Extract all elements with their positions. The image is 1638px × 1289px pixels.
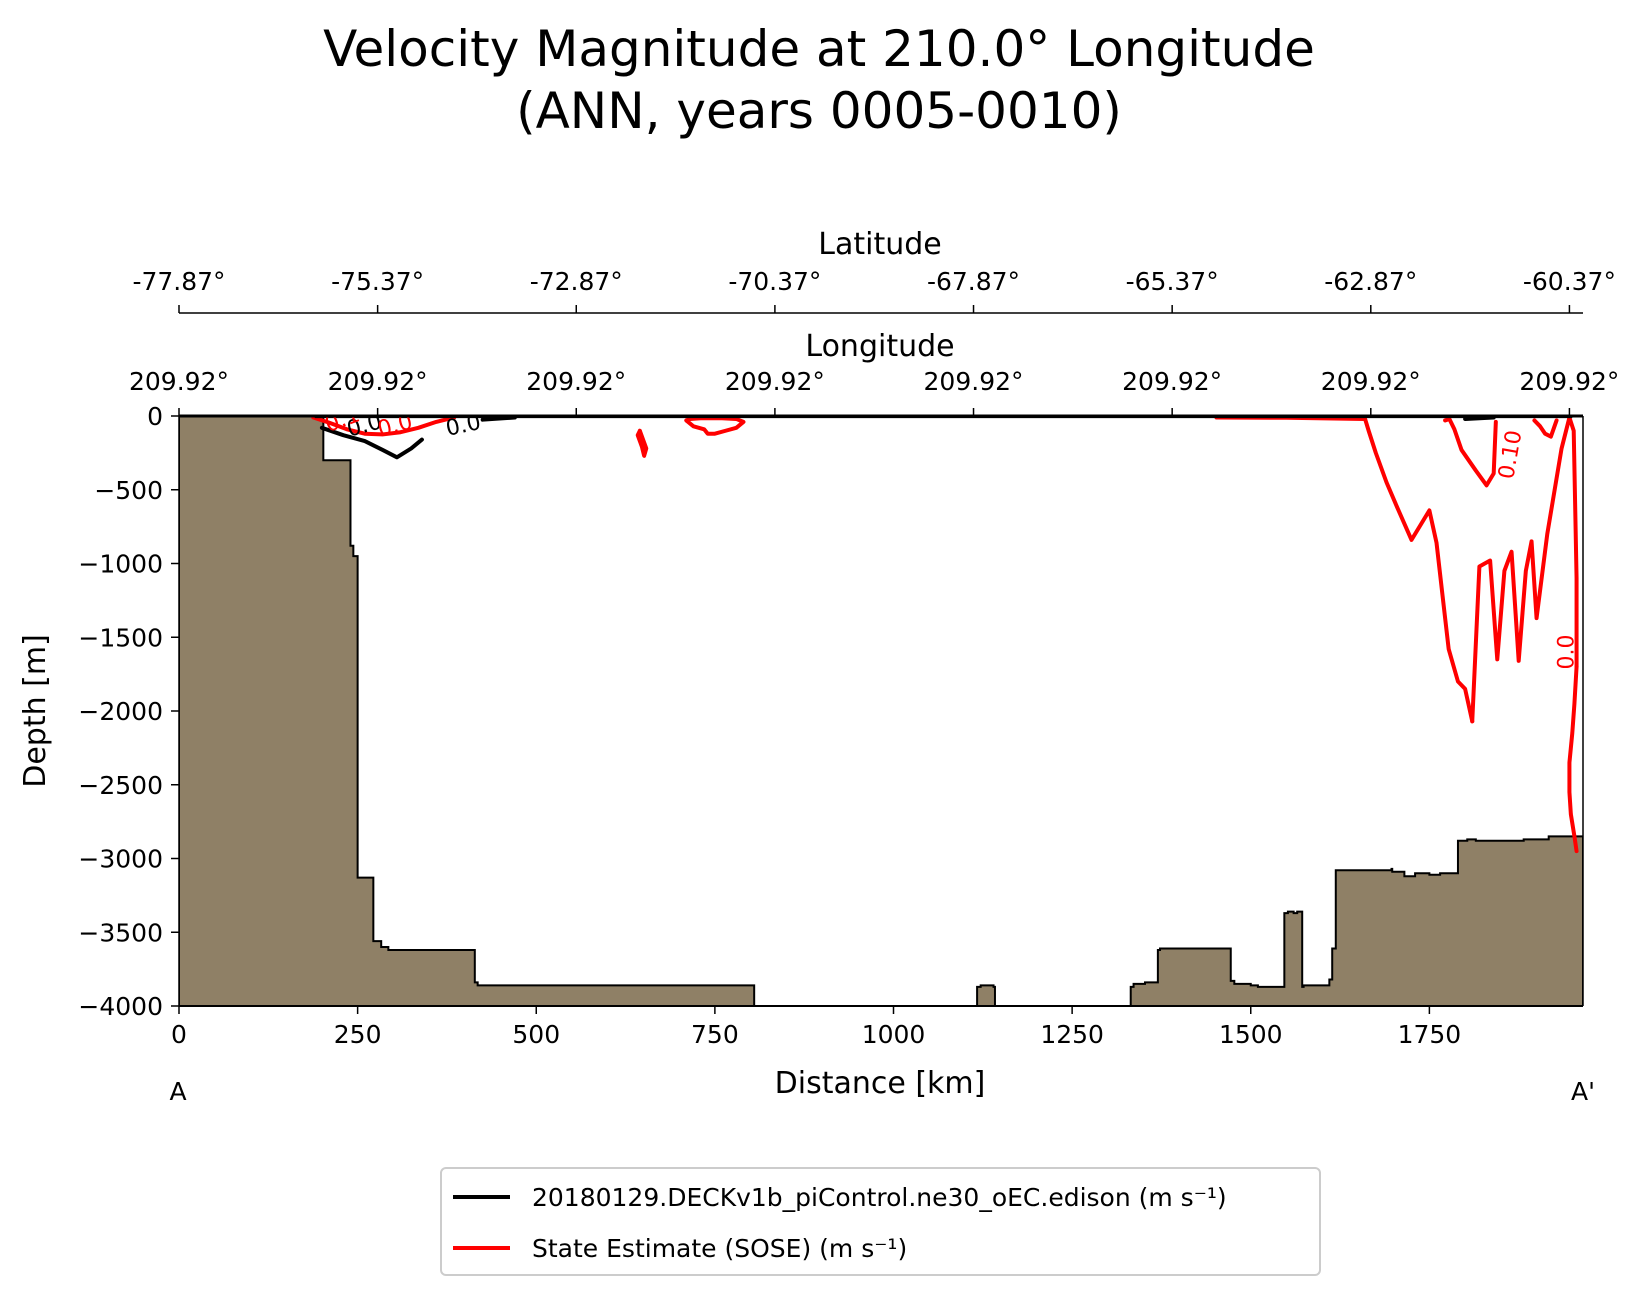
contour-label-5: 0.0 <box>1555 635 1580 670</box>
x-tick-label-3: 750 <box>691 1020 739 1049</box>
lon-tick-label-0: 209.92° <box>129 367 229 396</box>
y-tick-label-3: −1500 <box>78 623 163 652</box>
lon-tick-label-3: 209.92° <box>725 367 825 396</box>
section-start-label: A <box>169 1077 186 1106</box>
plot-area: 0.0 0.00.1 0.00.100.0 <box>179 409 1583 1006</box>
x-tick-label-4: 1000 <box>862 1020 926 1049</box>
contour-1-3 <box>1214 416 1475 724</box>
latitude-axis-label: Latitude <box>818 227 941 262</box>
lat-tick-label-5: -65.37° <box>1126 267 1219 296</box>
lon-tick-label-4: 209.92° <box>924 367 1024 396</box>
lon-tick-label-7: 209.92° <box>1519 367 1619 396</box>
chart-title-line1: Velocity Magnitude at 210.0° Longitude <box>323 20 1315 78</box>
lat-tick-label-6: -62.87° <box>1324 267 1417 296</box>
y-tick-label-5: −2500 <box>78 771 163 800</box>
x-axis-ticks: 0 250 500 750 1000 1250 1500 1750 <box>171 1006 1461 1049</box>
y-tick-label-6: −3000 <box>78 845 163 874</box>
x-tick-label-7: 1750 <box>1398 1020 1462 1049</box>
lat-tick-label-0: -77.87° <box>132 267 225 296</box>
latitude-ticks: -77.87° -75.37° -72.87° -70.37° -67.87° -65.3… <box>132 267 1616 313</box>
lat-tick-label-7: -60.37° <box>1523 267 1616 296</box>
lat-tick-label-4: -67.87° <box>927 267 1020 296</box>
y-tick-label-2: −1000 <box>78 550 163 579</box>
legend-entry-model: 20180129.DECKv1b_piControl.ne30_oEC.edis… <box>532 1183 1227 1212</box>
lat-tick-label-1: -75.37° <box>331 267 424 296</box>
longitude-ticks: 209.92° 209.92° 209.92° 209.92° 209.92° 209.9… <box>129 367 1619 416</box>
longitude-axis-label: Longitude <box>805 329 954 364</box>
section-end-label: A' <box>1571 1077 1595 1106</box>
lon-tick-label-6: 209.92° <box>1321 367 1421 396</box>
contour-1-5 <box>1567 664 1579 854</box>
contour-1-7 <box>1532 418 1559 439</box>
longitude-axis: Longitude 209.92° 209.92° 209.92° 209.92° 20… <box>129 329 1619 416</box>
x-axis-label: Distance [km] <box>775 1066 986 1101</box>
contour-1-6 <box>1443 416 1498 488</box>
contour-1-2 <box>684 416 746 436</box>
contour-label-4: 0.10 <box>1494 428 1527 481</box>
y-tick-label-8: −4000 <box>78 992 163 1021</box>
legend-box <box>440 1167 1321 1276</box>
chart-title-line2: (ANN, years 0005-0010) <box>516 82 1122 140</box>
y-tick-label-1: −500 <box>94 476 163 505</box>
contour-1-1 <box>635 428 649 458</box>
x-tick-label-1: 250 <box>334 1020 382 1049</box>
lat-tick-label-3: -70.37° <box>728 267 821 296</box>
contour-labels: 0.0 0.00.1 0.00.100.0 <box>322 409 1580 670</box>
latitude-axis: Latitude -77.87° -75.37° -72.87° -70.37° -67… <box>132 227 1616 314</box>
x-tick-label-5: 1250 <box>1040 1020 1104 1049</box>
legend: 20180129.DECKv1b_piControl.ne30_oEC.edis… <box>440 1167 1321 1276</box>
y-tick-label-7: −3500 <box>78 918 163 947</box>
x-tick-label-0: 0 <box>171 1020 187 1049</box>
y-axis-label: Depth [m] <box>18 634 53 788</box>
y-tick-label-0: 0 <box>147 402 163 431</box>
y-axis-ticks: 0 −500 −1000 −1500 −2000 −2500 −3000 −3500 −4000 <box>78 402 179 1021</box>
contour-1-0 <box>311 416 457 437</box>
contour-1-4 <box>1470 416 1579 724</box>
contour-label-3: 0.0 <box>375 409 415 442</box>
contour-0-0 <box>319 425 424 460</box>
lon-tick-label-2: 209.92° <box>526 367 626 396</box>
y-tick-label-4: −2000 <box>78 697 163 726</box>
lon-tick-label-5: 209.92° <box>1122 367 1222 396</box>
x-tick-label-2: 500 <box>512 1020 560 1049</box>
lat-tick-label-2: -72.87° <box>530 267 623 296</box>
contour-lines <box>311 416 1579 854</box>
lon-tick-label-1: 209.92° <box>328 367 428 396</box>
bathymetry-fill <box>179 416 1583 1006</box>
legend-entry-sose: State Estimate (SOSE) (m s⁻¹) <box>532 1234 907 1263</box>
x-tick-label-6: 1500 <box>1219 1020 1283 1049</box>
